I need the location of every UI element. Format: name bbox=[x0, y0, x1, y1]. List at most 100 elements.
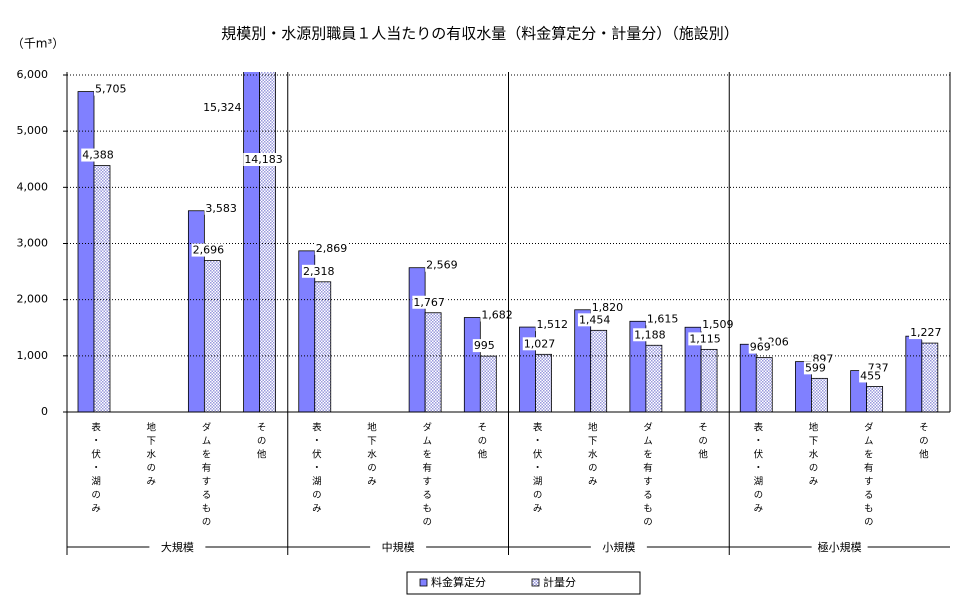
data-label-bg bbox=[859, 369, 883, 383]
x-tick-label: 表・伏・湖のみ bbox=[310, 421, 322, 516]
x-tick-label: その他 bbox=[696, 422, 708, 463]
data-label-bg bbox=[302, 264, 336, 278]
x-tick-label: 地下水のみ bbox=[365, 421, 377, 489]
bar bbox=[259, 72, 276, 413]
bar bbox=[755, 357, 773, 413]
x-tick-label: 表・伏・湖のみ bbox=[531, 421, 543, 516]
data-label: 1,454 bbox=[579, 313, 611, 326]
data-label: 1,115 bbox=[689, 332, 721, 345]
data-label-bg bbox=[590, 300, 625, 314]
bar bbox=[203, 260, 221, 413]
data-label: 1,027 bbox=[524, 337, 556, 350]
y-tick-label: 0 bbox=[41, 405, 48, 418]
data-label: 3,583 bbox=[205, 202, 237, 215]
y-axis-label: （千m³） bbox=[12, 37, 65, 51]
y-tick-label: 2,000 bbox=[17, 293, 49, 306]
bar bbox=[590, 329, 608, 413]
data-label-bg bbox=[803, 361, 827, 375]
bar bbox=[408, 267, 426, 413]
data-label-bg bbox=[688, 332, 722, 346]
data-label: 2,696 bbox=[193, 244, 225, 257]
bar bbox=[77, 91, 95, 413]
data-label: 995 bbox=[474, 339, 495, 352]
x-tick-label: ダムを有するもの bbox=[199, 421, 211, 530]
data-label: 1,820 bbox=[592, 301, 624, 314]
bar bbox=[905, 335, 923, 413]
group-label: 極小規模 bbox=[818, 540, 862, 554]
data-label-bg bbox=[480, 308, 514, 322]
data-label: 455 bbox=[860, 369, 881, 382]
y-tick-label: 3,000 bbox=[17, 237, 49, 250]
data-label: 1,615 bbox=[647, 312, 679, 325]
data-label: 1,682 bbox=[481, 309, 513, 322]
data-label-bg bbox=[314, 241, 349, 255]
group-label: 大規模 bbox=[161, 540, 194, 554]
x-tick-label: ダムを有するもの bbox=[420, 421, 432, 530]
data-label: 1,509 bbox=[702, 318, 734, 331]
bar bbox=[811, 377, 828, 413]
y-tick-label: 4,000 bbox=[17, 180, 49, 193]
data-label: 4,388 bbox=[82, 149, 114, 162]
data-label-bg bbox=[412, 295, 446, 309]
data-label: 5,705 bbox=[95, 83, 127, 96]
data-label-bg bbox=[577, 313, 612, 327]
data-label-bg bbox=[472, 339, 496, 353]
data-label: 599 bbox=[805, 361, 826, 374]
x-tick-label: その他 bbox=[255, 422, 267, 463]
bar bbox=[424, 312, 442, 413]
bar bbox=[700, 348, 718, 413]
data-label-bg bbox=[425, 258, 459, 272]
legend-label: 料金算定分 bbox=[431, 575, 486, 589]
data-label-bg bbox=[535, 318, 569, 332]
data-label-bg bbox=[191, 243, 226, 257]
data-label: 1,767 bbox=[413, 296, 445, 309]
x-tick-label: その他 bbox=[475, 422, 487, 463]
x-tick-label: ダムを有するもの bbox=[641, 421, 653, 530]
data-label: 1,512 bbox=[537, 318, 569, 331]
data-label: 2,318 bbox=[303, 265, 335, 278]
bar bbox=[739, 343, 757, 413]
y-tick-label: 5,000 bbox=[17, 124, 49, 137]
data-label-bg bbox=[909, 326, 943, 340]
data-label-bg bbox=[81, 148, 115, 162]
data-label-bg bbox=[243, 153, 284, 166]
x-tick-label: 表・伏・湖のみ bbox=[89, 421, 101, 516]
data-label: 1,227 bbox=[910, 326, 942, 339]
bar bbox=[463, 317, 481, 413]
x-tick-label: 地下水のみ bbox=[144, 421, 156, 489]
chart-title: 規模別・水源別職員１人当たりの有収水量（料金算定分・計量分）（施設別） bbox=[221, 25, 739, 43]
x-tick-label: ダムを有するもの bbox=[862, 421, 874, 530]
y-tick-label: 1,000 bbox=[17, 349, 49, 362]
bar bbox=[93, 165, 111, 413]
group-label: 中規模 bbox=[382, 540, 415, 554]
data-label-bg bbox=[204, 201, 238, 215]
data-label: 15,324 bbox=[203, 101, 242, 114]
x-tick-label: 地下水のみ bbox=[586, 421, 598, 489]
legend-box bbox=[406, 571, 641, 595]
bar bbox=[187, 210, 205, 413]
bar bbox=[645, 344, 663, 413]
data-label-bg bbox=[94, 82, 128, 96]
bar bbox=[535, 353, 552, 413]
data-label-bg bbox=[522, 337, 557, 351]
data-label-bg bbox=[633, 328, 667, 342]
bar bbox=[479, 355, 497, 413]
x-tick-label: その他 bbox=[917, 422, 929, 463]
data-label-bg bbox=[202, 101, 243, 114]
data-label-bg bbox=[701, 318, 735, 332]
data-label: 1,188 bbox=[634, 328, 666, 341]
legend-swatch bbox=[531, 578, 540, 587]
legend-swatch bbox=[419, 578, 428, 587]
data-label: 969 bbox=[750, 341, 771, 354]
x-tick-label: 地下水のみ bbox=[807, 421, 819, 489]
group-label: 小規模 bbox=[602, 540, 635, 554]
bar bbox=[314, 281, 332, 413]
data-label: 14,183 bbox=[244, 153, 283, 166]
bar bbox=[921, 342, 939, 413]
y-tick-label: 6,000 bbox=[17, 68, 49, 81]
bar bbox=[866, 386, 884, 413]
bar bbox=[243, 72, 260, 413]
data-label: 2,869 bbox=[316, 242, 348, 255]
data-label-bg bbox=[645, 312, 680, 326]
